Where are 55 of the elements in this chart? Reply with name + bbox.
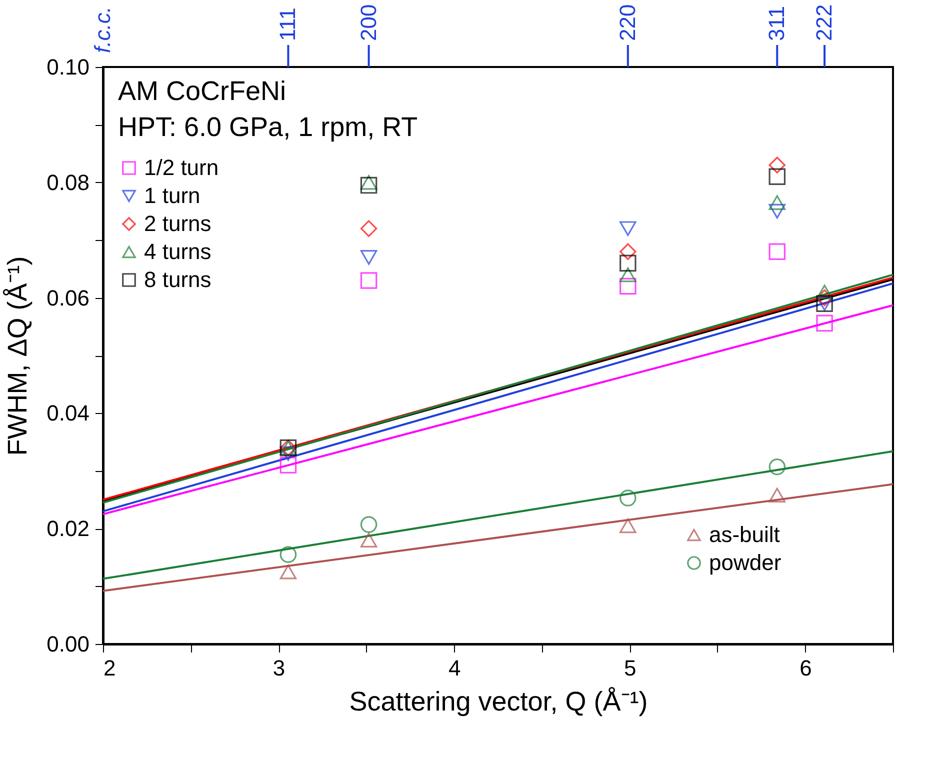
y-tick-label: 0.04 bbox=[46, 400, 90, 426]
y-tick-label: 0.08 bbox=[46, 170, 90, 195]
point bbox=[280, 546, 297, 563]
legend-label: 1 turn bbox=[144, 183, 200, 208]
point bbox=[360, 220, 378, 237]
x-tick-label: 3 bbox=[272, 656, 286, 680]
annotation: AM CoCrFeNi bbox=[118, 76, 286, 106]
legend-label: as-built bbox=[709, 522, 780, 547]
point bbox=[620, 278, 636, 295]
y-tick-label: 0.10 bbox=[46, 54, 90, 80]
annotation: 200 bbox=[356, 4, 381, 41]
annotation: HPT: 6.0 GPa, 1 rpm, RT bbox=[118, 112, 418, 142]
point bbox=[620, 267, 636, 282]
point bbox=[360, 175, 378, 190]
x2-axis-title: f.c.c. bbox=[90, 6, 115, 53]
point bbox=[360, 272, 378, 289]
point bbox=[816, 314, 833, 332]
point bbox=[620, 490, 636, 506]
annotation: 220 bbox=[614, 4, 640, 41]
point bbox=[768, 204, 786, 219]
point bbox=[280, 564, 297, 580]
point bbox=[768, 458, 786, 476]
point bbox=[360, 516, 378, 533]
legend-label: 4 turns bbox=[144, 239, 212, 264]
point bbox=[620, 243, 636, 260]
annotation: 111 bbox=[275, 8, 300, 41]
point bbox=[280, 456, 297, 474]
point bbox=[768, 195, 786, 210]
point bbox=[768, 156, 786, 174]
point bbox=[280, 446, 297, 461]
legend-label: 2 turns bbox=[144, 211, 212, 236]
legend-label: 1/2 turn bbox=[144, 155, 219, 180]
y-tick-label: 0.02 bbox=[46, 516, 90, 542]
point bbox=[620, 518, 636, 534]
point bbox=[768, 488, 786, 502]
point bbox=[360, 532, 378, 548]
x-axis-title: Scattering vector, Q (Å⁻¹) bbox=[349, 686, 648, 716]
legend-label: powder bbox=[709, 550, 782, 575]
x-tick-label: 6 bbox=[800, 656, 812, 680]
x-tick-label: 4 bbox=[448, 656, 461, 680]
legend-label: 8 turns bbox=[144, 267, 212, 292]
x-tick-label: 2 bbox=[104, 656, 116, 680]
y-tick-label: 0.00 bbox=[46, 632, 90, 656]
annotation: 311 bbox=[764, 6, 790, 41]
x-tick-label: 5 bbox=[624, 656, 636, 680]
point bbox=[816, 284, 833, 300]
y-axis-title: FWHM, ΔQ (Å⁻¹) bbox=[2, 256, 33, 456]
point bbox=[620, 254, 636, 272]
point bbox=[360, 176, 378, 194]
annotation: 222 bbox=[812, 4, 837, 41]
y-tick-label: 0.06 bbox=[46, 285, 90, 310]
point bbox=[620, 221, 636, 236]
point bbox=[360, 250, 378, 265]
point bbox=[768, 168, 786, 186]
point bbox=[768, 243, 786, 260]
